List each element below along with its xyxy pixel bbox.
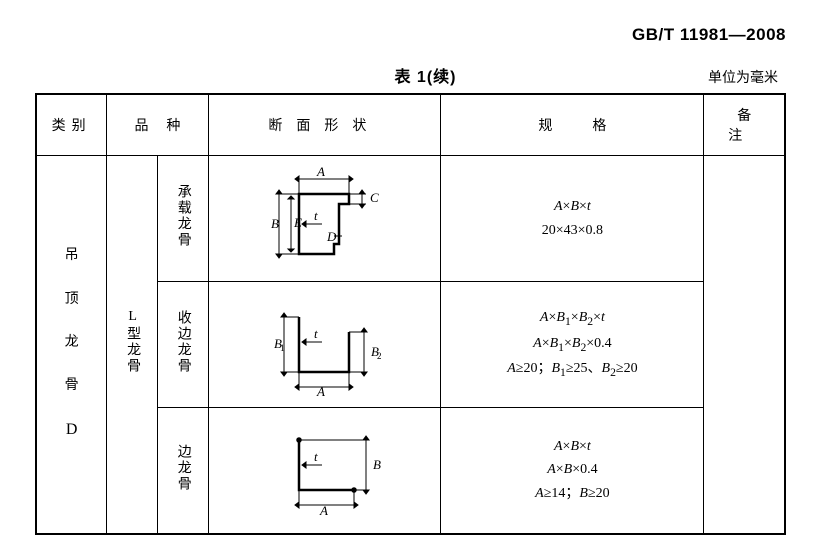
svg-text:2: 2 bbox=[377, 351, 382, 361]
title-row: 表 1(续) 单位为毫米 bbox=[35, 63, 786, 87]
table-caption: 表 1(续) bbox=[43, 63, 708, 87]
th-category: 类别 bbox=[36, 94, 107, 156]
svg-text:D: D bbox=[326, 229, 337, 244]
th-variety: 品种 bbox=[107, 94, 208, 156]
spec-line: A×B1×B2×0.4 bbox=[447, 332, 697, 358]
cell-variety-name: 边龙骨 bbox=[157, 408, 208, 534]
document-id: GB/T 11981—2008 bbox=[35, 25, 786, 45]
cell-variety-name: 承载龙骨 bbox=[157, 156, 208, 282]
spec-line: 20×43×0.8 bbox=[447, 219, 697, 243]
cell-shape: B1 B2 A t bbox=[208, 282, 441, 408]
variety-name: 承载龙骨 bbox=[173, 184, 193, 248]
table-header-row: 类别 品种 断面形状 规格 备注 bbox=[36, 94, 785, 156]
variety-name: 边龙骨 bbox=[173, 444, 193, 492]
spec-line: A×B×t bbox=[447, 195, 697, 219]
cell-variety-group: L型龙骨 bbox=[107, 156, 158, 534]
variety-name: 收边龙骨 bbox=[173, 310, 193, 374]
spec-line: A×B1×B2×t bbox=[447, 306, 697, 332]
svg-text:t: t bbox=[314, 208, 318, 223]
cat-latin: D bbox=[66, 421, 78, 438]
spec-line: A×B×0.4 bbox=[447, 458, 697, 482]
cell-category: 吊 顶 龙 骨 D bbox=[36, 156, 107, 534]
unit-label: 单位为毫米 bbox=[708, 67, 778, 87]
th-shape: 断面形状 bbox=[208, 94, 441, 156]
table-row: 吊 顶 龙 骨 D L型龙骨 承载龙骨 bbox=[36, 156, 785, 282]
svg-text:A: A bbox=[316, 384, 325, 397]
svg-text:A: A bbox=[319, 503, 328, 518]
cell-spec: A×B×t 20×43×0.8 bbox=[441, 156, 704, 282]
cell-shape: A C B E t D bbox=[208, 156, 441, 282]
svg-text:A: A bbox=[316, 164, 325, 179]
spec-line: A≥14；B≥20 bbox=[447, 482, 697, 506]
svg-text:C: C bbox=[370, 190, 379, 205]
cat-char: 龙 bbox=[37, 330, 106, 355]
cell-remark bbox=[704, 156, 785, 534]
diagram-0: A C B E t D bbox=[244, 164, 404, 274]
spec-line: A≥20；B1≥25、B2≥20 bbox=[447, 357, 697, 383]
svg-text:1: 1 bbox=[280, 343, 285, 353]
svg-text:t: t bbox=[314, 449, 318, 464]
cell-spec: A×B×t A×B×0.4 A≥14；B≥20 bbox=[441, 408, 704, 534]
cat-char: 顶 bbox=[37, 287, 106, 312]
th-spec: 规格 bbox=[441, 94, 704, 156]
variety-group-label: L型龙骨 bbox=[122, 309, 142, 374]
cat-char: 骨 bbox=[37, 373, 106, 398]
spec-line: A×B×t bbox=[447, 435, 697, 459]
cell-spec: A×B1×B2×t A×B1×B2×0.4 A≥20；B1≥25、B2≥20 bbox=[441, 282, 704, 408]
diagram-1: B1 B2 A t bbox=[244, 292, 404, 397]
svg-text:E: E bbox=[293, 215, 302, 230]
svg-text:t: t bbox=[314, 326, 318, 341]
diagram-2: B A t bbox=[244, 420, 404, 520]
th-remark: 备注 bbox=[704, 94, 785, 156]
cat-char: 吊 bbox=[37, 243, 106, 268]
svg-text:B: B bbox=[271, 216, 279, 231]
svg-text:B: B bbox=[373, 457, 381, 472]
spec-table: 类别 品种 断面形状 规格 备注 吊 顶 龙 骨 D L型龙骨 承载龙骨 bbox=[35, 93, 786, 535]
cell-variety-name: 收边龙骨 bbox=[157, 282, 208, 408]
cell-shape: B A t bbox=[208, 408, 441, 534]
